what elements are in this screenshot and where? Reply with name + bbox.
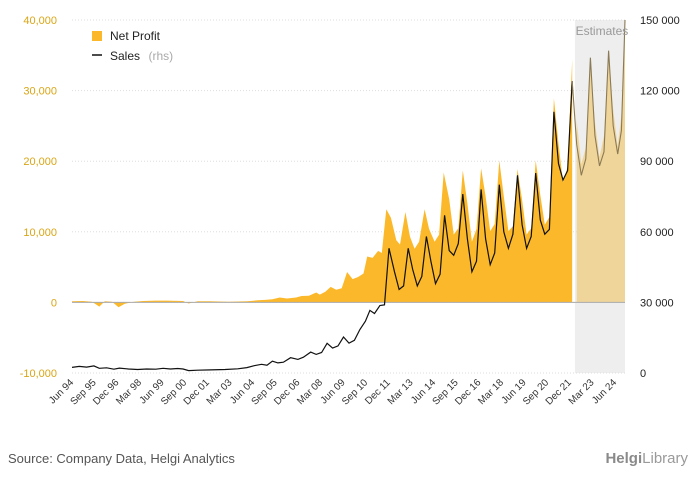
y-right-tick-label: 0: [640, 368, 646, 380]
y-left-tick-label: -10,000: [20, 368, 57, 380]
x-tick-label: Mar 13: [386, 377, 416, 407]
y-right-tick-label: 120 000: [640, 86, 680, 98]
legend-label-sales-sub: (rhs): [148, 49, 173, 63]
brand-bold: Helgi: [605, 450, 643, 467]
y-right-tick-label: 150 000: [640, 15, 680, 27]
y-right-tick-label: 90 000: [640, 156, 674, 168]
y-left-tick-label: 30,000: [23, 86, 57, 98]
legend: Net Profit Sales (rhs): [92, 29, 173, 64]
net-profit-area-historical: [72, 59, 573, 308]
legend-label-net-profit: Net Profit: [110, 29, 161, 43]
brand-rest: Library: [642, 450, 688, 467]
brand-logo: HelgiLibrary: [605, 450, 688, 467]
y-left-tick-label: 10,000: [23, 227, 57, 239]
legend-label-sales: Sales (rhs): [110, 47, 173, 64]
y-left-tick-label: 20,000: [23, 156, 57, 168]
y-axis-left: 40,000 30,000 20,000 10,000 0 -10,000: [20, 15, 57, 380]
x-tick-label: Mar 23: [567, 377, 597, 407]
sales-line-historical: [71, 81, 573, 372]
y-left-tick-label: 0: [51, 297, 57, 309]
y-right-tick-label: 60 000: [640, 227, 674, 239]
source-note: Source: Company Data, Helgi Analytics: [8, 451, 235, 466]
x-tick-label: Mar 98: [114, 377, 144, 407]
gridlines: [72, 19, 625, 374]
x-tick-label: Mar 18: [476, 377, 506, 407]
x-tick-label: Mar 08: [295, 377, 325, 407]
x-tick-label: Mar 03: [205, 377, 235, 407]
y-axis-right: 150 000 120 000 90 000 60 000 30 000 0: [640, 15, 680, 380]
legend-swatch-net-profit: [92, 31, 102, 41]
sales-line-estimates: [571, 19, 626, 176]
estimates-label: Estimates: [576, 24, 629, 38]
y-left-tick-label: 40,000: [23, 15, 57, 27]
x-tick-label: Jun 24: [590, 377, 619, 406]
chart: 40,000 30,000 20,000 10,000 0 -10,000 150 000…: [20, 15, 680, 408]
legend-label-sales-name: Sales: [110, 49, 140, 63]
y-right-tick-label: 30 000: [640, 297, 674, 309]
